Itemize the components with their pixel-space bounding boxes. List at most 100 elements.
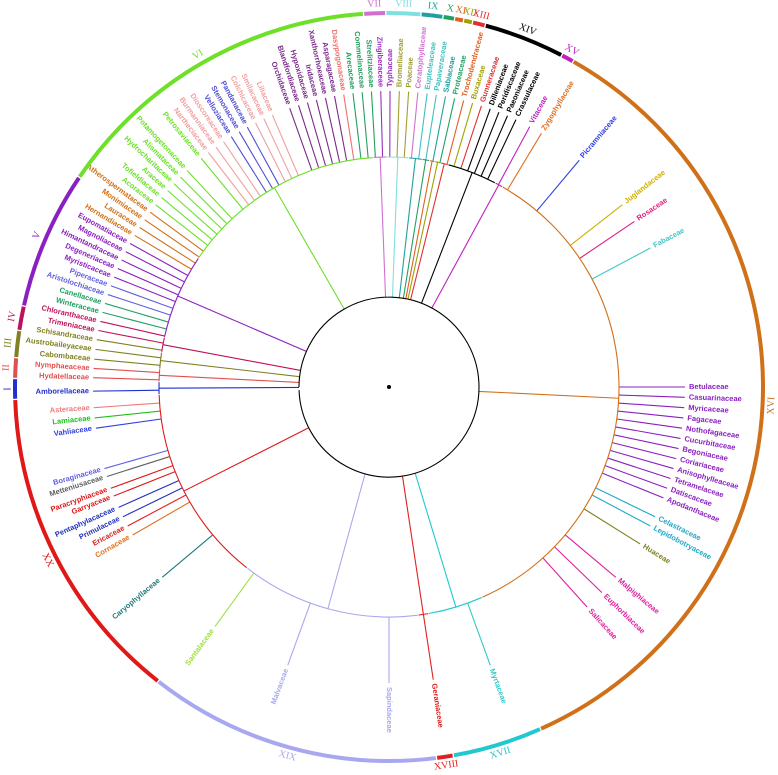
leaf-branch [93, 377, 160, 381]
clade-arc [14, 330, 22, 358]
leaf-branch [422, 614, 434, 680]
family-label: Fabaceae [652, 226, 686, 250]
leaf-branch [297, 105, 320, 169]
clade-branch [422, 158, 430, 162]
family-label: Betulaceae [689, 382, 729, 391]
clade-arc [421, 12, 443, 19]
leaf-branch [370, 91, 376, 158]
family-label: Caryophyllaceae [110, 576, 161, 621]
leaf-branch [122, 487, 183, 518]
leaf-branch [410, 92, 419, 159]
leaf-branch [615, 426, 681, 439]
leaf-branch [460, 105, 482, 169]
leaf-branch [117, 267, 179, 296]
family-label: Salicaceae [587, 607, 619, 642]
leaf-branch [107, 294, 171, 316]
leaf-branch [487, 119, 517, 180]
leaf-branch [96, 339, 163, 351]
clade-stem [183, 427, 309, 492]
clade-arc [472, 20, 486, 28]
leaf-branch [125, 251, 185, 283]
leaf-branch [612, 442, 677, 460]
clade-arc [561, 53, 574, 63]
leaf-branch [542, 557, 588, 608]
clade-stem [391, 157, 399, 298]
leaf-branch [618, 402, 685, 409]
leaf-branch [602, 472, 664, 499]
leaf-branch [173, 183, 223, 230]
leaf-branch [439, 98, 456, 163]
clade-arc [78, 11, 364, 178]
clade-stem [431, 184, 500, 309]
leaf-branch [271, 114, 299, 176]
family-label: Fagaceae [687, 413, 722, 426]
family-label: Santalaceae [183, 627, 216, 667]
family-label: Zingiberaceae [375, 37, 385, 88]
leaf-branch [287, 602, 311, 666]
clade-arc [386, 11, 421, 17]
clade-label: V [31, 229, 44, 241]
clade-stem [327, 473, 366, 609]
leaf-branch [110, 285, 174, 309]
leaf-branch [134, 234, 192, 270]
leaf-branch [613, 434, 679, 450]
leaf-branch [161, 534, 214, 578]
leaf-branch [144, 219, 200, 258]
clade-stem [159, 374, 300, 383]
leaf-branch [324, 97, 341, 163]
clade-stem [421, 172, 473, 304]
clade-label: VI [191, 47, 206, 62]
leaf-branch [200, 157, 244, 210]
leaf-branch [579, 221, 635, 259]
family-label: Typhaceae [385, 49, 394, 87]
clade-stem [162, 344, 301, 371]
clade-label: IV [6, 310, 19, 323]
leaf-branch [396, 91, 400, 158]
clade-stem [414, 472, 457, 608]
clade-label: XVI [765, 397, 777, 415]
backbone-branch [298, 296, 480, 478]
leaf-branch [215, 146, 255, 201]
family-label: Myricaceae [688, 403, 729, 415]
leaf-branch [180, 176, 228, 225]
clade-stem [398, 158, 416, 298]
leaf-branch [403, 91, 410, 158]
leaf-branch [94, 358, 161, 366]
leaf-branch [432, 96, 447, 162]
clade-stem [401, 475, 424, 615]
clade-label: III [2, 337, 14, 348]
leaf-branch [609, 449, 674, 470]
clade-stem [379, 157, 387, 298]
leaf-branch [186, 170, 233, 220]
leaf-branch [425, 94, 437, 161]
clade-arcs [13, 11, 765, 763]
leaf-branch [467, 108, 491, 172]
leaf-branch [617, 410, 684, 419]
tree-branches [93, 90, 685, 683]
clade-label: VII [367, 0, 381, 10]
leaf-branch [604, 465, 668, 489]
clade-label: XVIII [433, 758, 459, 773]
family-label: Vahliaceae [53, 424, 92, 438]
leaf-branch [113, 471, 176, 497]
family-label: Hydatellaceae [39, 371, 89, 382]
family-label: Myrtaceae [488, 667, 509, 705]
leaf-branch [446, 100, 465, 165]
leaf-branch [118, 480, 180, 508]
leaf-branch [453, 102, 474, 167]
clade-label: I [1, 387, 12, 390]
clade-stem [402, 159, 427, 299]
leaf-branch [246, 126, 280, 186]
clade-label: X [446, 3, 456, 15]
clade-arc [157, 680, 437, 763]
leaf-branch [473, 111, 500, 174]
clade-stem [160, 360, 300, 378]
clade-arc [463, 18, 473, 25]
leaf-branch [564, 534, 617, 578]
clade-stem [405, 160, 433, 299]
clade-stem [407, 162, 439, 300]
leaf-branch [352, 93, 362, 159]
leaf-branch [554, 546, 603, 594]
leaf-branch [591, 494, 651, 527]
leaf-branch [214, 572, 255, 627]
